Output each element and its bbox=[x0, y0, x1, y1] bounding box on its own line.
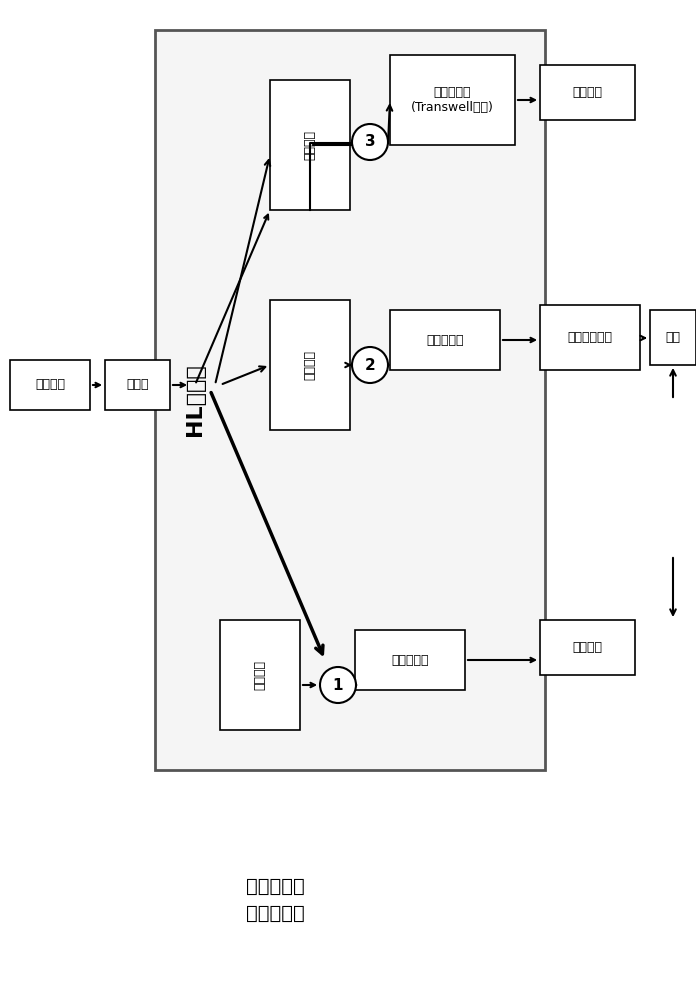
Text: 新鲜组织: 新鲜组织 bbox=[35, 378, 65, 391]
FancyBboxPatch shape bbox=[155, 30, 545, 770]
Text: 直接共培养: 直接共培养 bbox=[426, 334, 464, 347]
Circle shape bbox=[352, 124, 388, 160]
Text: HL培养基: HL培养基 bbox=[185, 364, 205, 436]
FancyBboxPatch shape bbox=[650, 310, 696, 365]
Text: 间接共培养
(Transwell系统): 间接共培养 (Transwell系统) bbox=[411, 86, 494, 114]
FancyBboxPatch shape bbox=[10, 360, 90, 410]
Text: 差次胰酶消化: 差次胰酶消化 bbox=[567, 331, 612, 344]
Circle shape bbox=[352, 347, 388, 383]
Text: 条件培养基: 条件培养基 bbox=[391, 654, 429, 666]
Text: 1: 1 bbox=[333, 678, 343, 692]
FancyBboxPatch shape bbox=[355, 630, 465, 690]
Text: 传代: 传代 bbox=[665, 331, 681, 344]
FancyBboxPatch shape bbox=[220, 620, 300, 730]
FancyBboxPatch shape bbox=[270, 300, 350, 430]
Circle shape bbox=[320, 667, 356, 703]
FancyBboxPatch shape bbox=[390, 55, 515, 145]
Text: 酶消化: 酶消化 bbox=[126, 378, 149, 391]
Text: 胰酶消化: 胰酶消化 bbox=[573, 641, 603, 654]
Text: 饲养细胞: 饲养细胞 bbox=[303, 130, 317, 160]
Text: 新的上皮细
胞培养方法: 新的上皮细 胞培养方法 bbox=[246, 877, 304, 923]
Text: 饲养细胞: 饲养细胞 bbox=[303, 350, 317, 380]
FancyBboxPatch shape bbox=[105, 360, 170, 410]
Text: 3: 3 bbox=[365, 134, 375, 149]
FancyBboxPatch shape bbox=[270, 80, 350, 210]
Text: 胰酶消化: 胰酶消化 bbox=[573, 86, 603, 99]
Text: 2: 2 bbox=[365, 358, 375, 372]
FancyBboxPatch shape bbox=[540, 305, 640, 370]
Text: 饲养细胞: 饲养细胞 bbox=[253, 660, 267, 690]
FancyBboxPatch shape bbox=[540, 620, 635, 675]
FancyBboxPatch shape bbox=[540, 65, 635, 120]
FancyBboxPatch shape bbox=[390, 310, 500, 370]
